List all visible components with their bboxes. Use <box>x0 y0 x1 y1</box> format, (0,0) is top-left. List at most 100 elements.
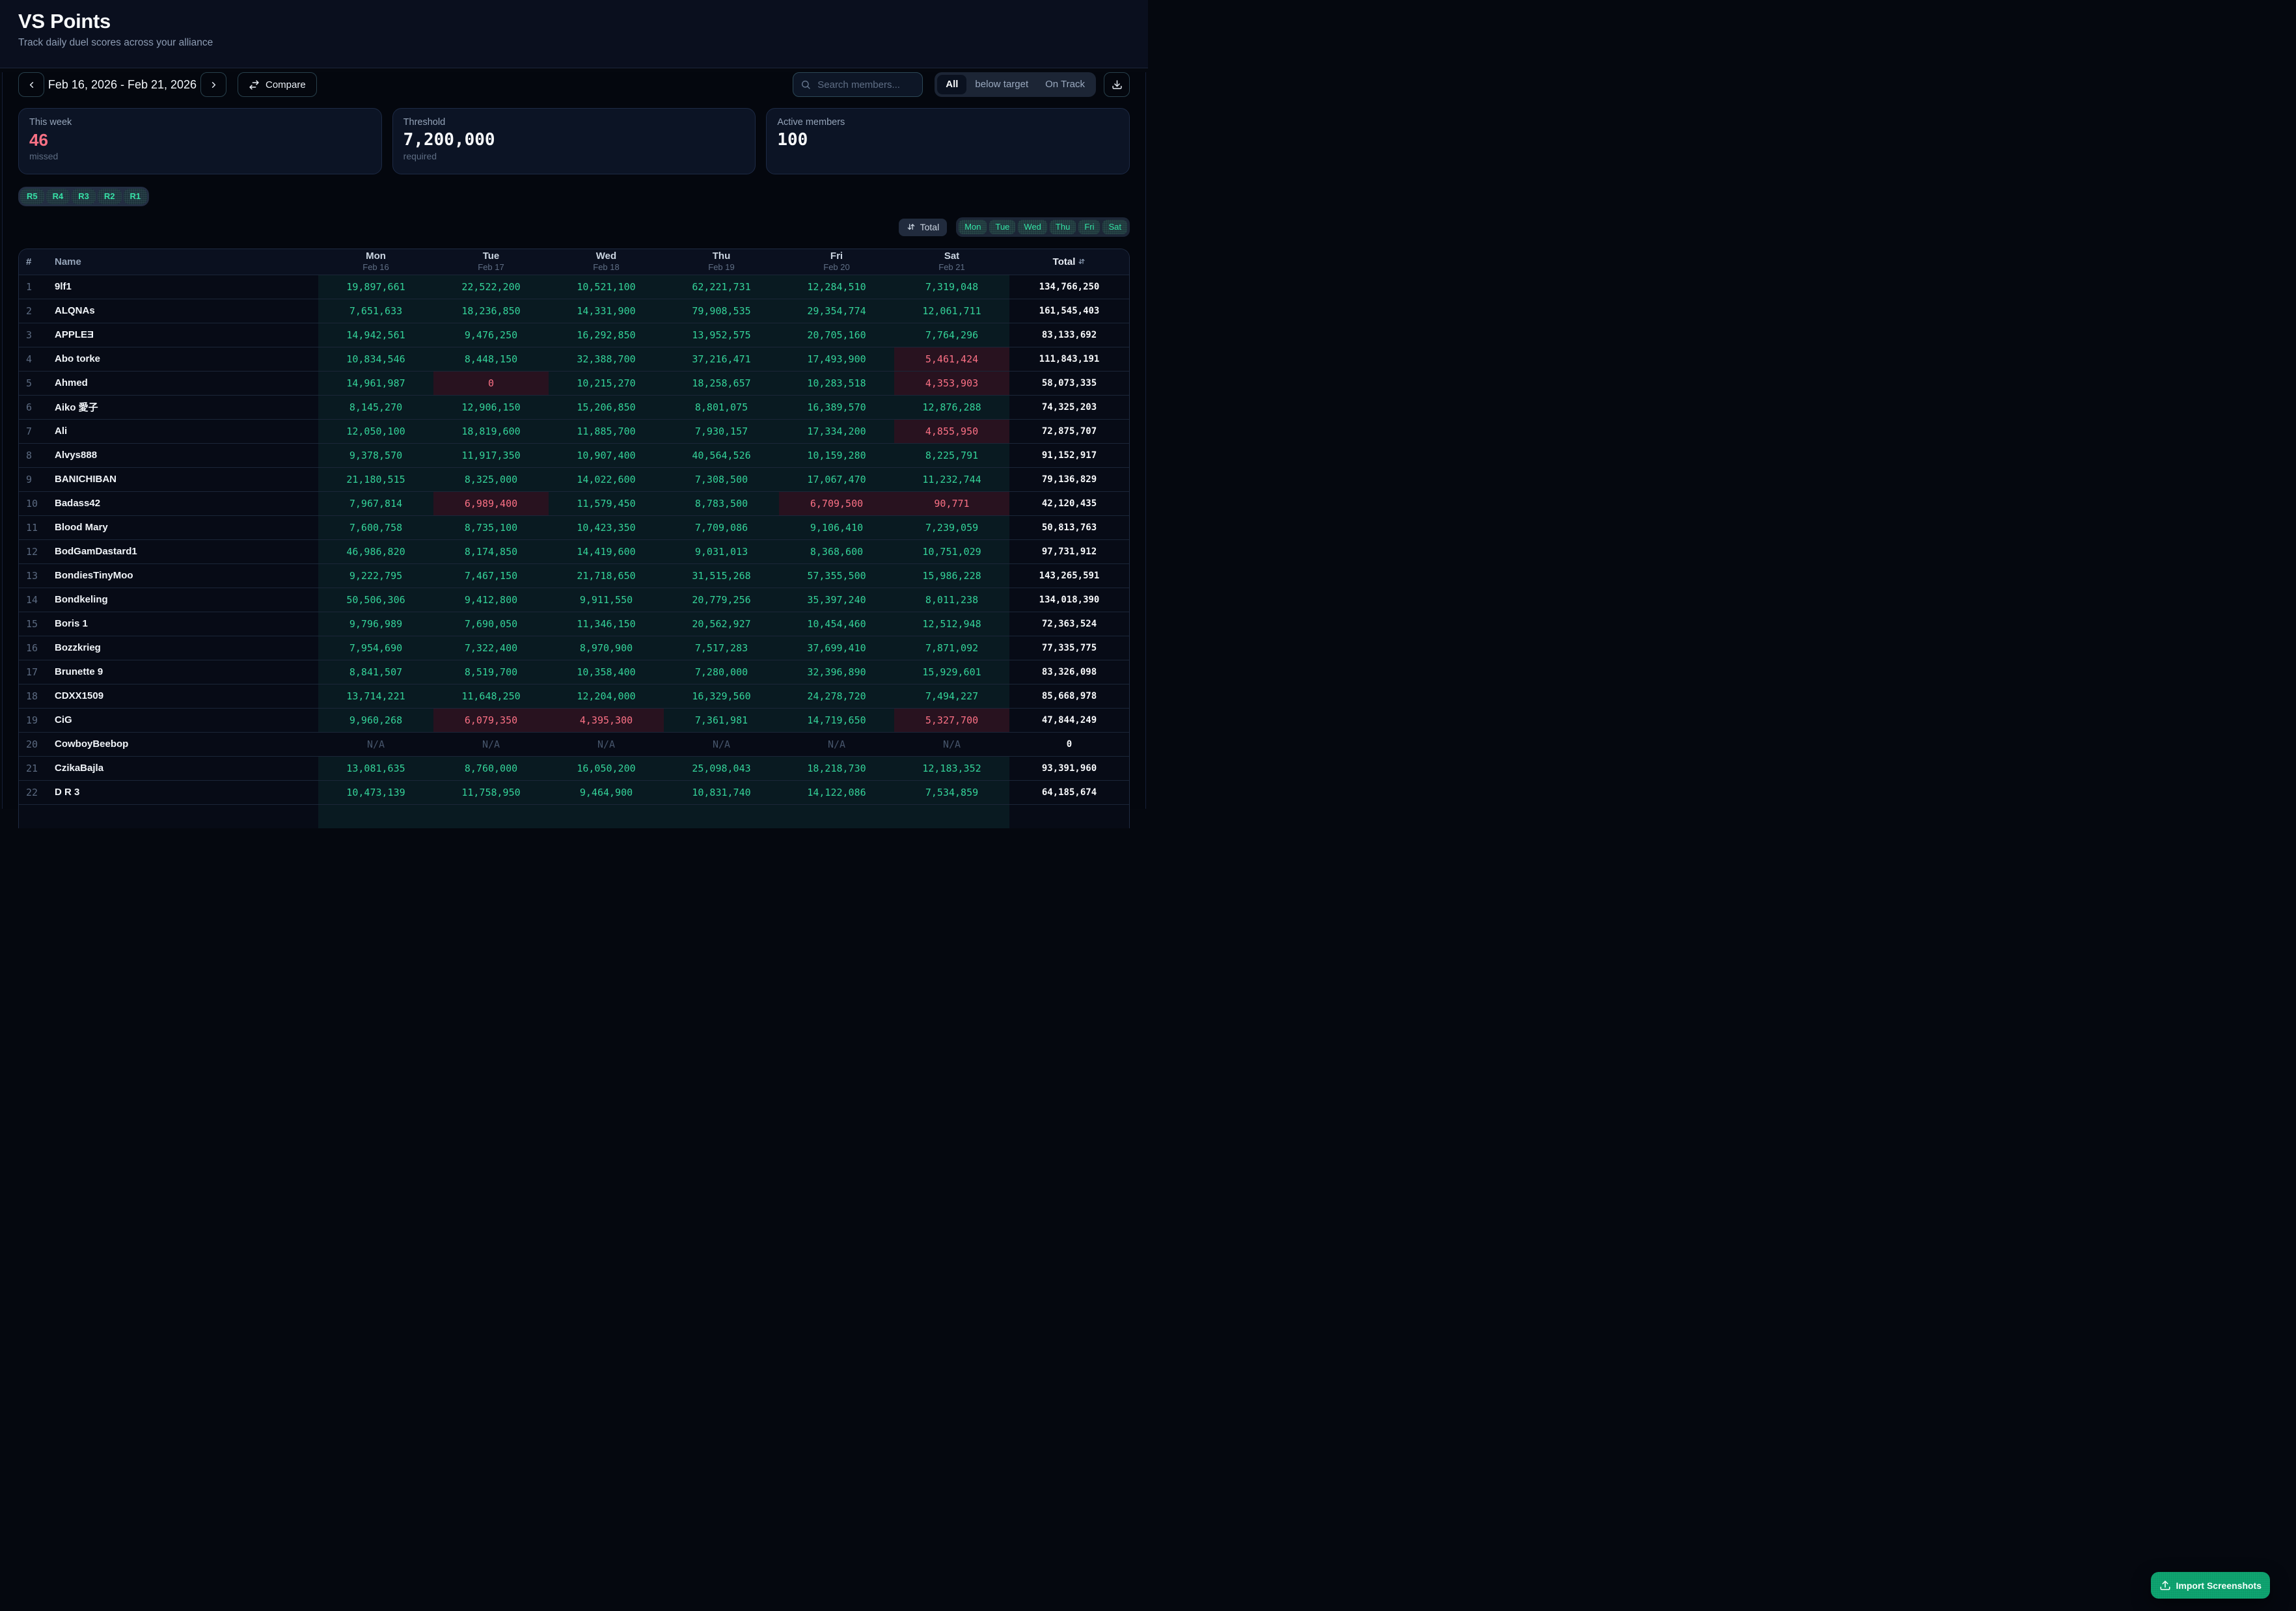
filter-tab-all[interactable]: All <box>937 75 967 94</box>
rank-cell: 17 <box>26 666 38 678</box>
score-cell: 10,831,740 <box>664 780 779 804</box>
member-name: CzikaBajla <box>55 763 104 774</box>
prev-week-button[interactable] <box>18 72 44 97</box>
rank-chip-r2[interactable]: R2 <box>97 189 122 204</box>
score-cell: 35,397,240 <box>779 588 894 612</box>
score-cell: 8,735,100 <box>433 515 549 539</box>
score-cell: 7,651,633 <box>318 299 433 323</box>
score-cell: 21,718,650 <box>549 563 664 588</box>
table-row: 9 BANICHIBAN 21,180,515 8,325,000 14,022,600… <box>19 467 1129 491</box>
score-cell: 10,751,029 <box>894 539 1009 563</box>
sort-by-total-button[interactable]: Total <box>898 218 948 236</box>
export-button[interactable] <box>1104 72 1130 97</box>
sort-controls: Total Mon Tue Wed Thu Fri Sat <box>18 217 1130 237</box>
score-cell: 9,106,410 <box>779 515 894 539</box>
score-cell: 8,368,600 <box>779 539 894 563</box>
table-row: 11 Blood Mary 7,600,758 8,735,100 10,423,350… <box>19 515 1129 539</box>
next-week-button[interactable] <box>200 72 226 97</box>
rank-cell: 8 <box>26 449 33 461</box>
rank-cell: 15 <box>26 617 38 630</box>
score-cell: 12,061,711 <box>894 299 1009 323</box>
score-cell: 79,908,535 <box>664 299 779 323</box>
table-row: 6 Aiko 愛子 8,145,270 12,906,150 15,206,850 8,8… <box>19 395 1129 419</box>
score-cell: 7,494,227 <box>894 684 1009 708</box>
score-cell: 8,801,075 <box>664 395 779 419</box>
score-cell: 10,521,100 <box>549 275 664 299</box>
day-column-header: Thu Feb 19 <box>664 249 779 275</box>
toolbar-right: All below target On Track <box>793 72 1130 97</box>
day-name: Tue <box>482 250 500 262</box>
score-cell: 46,986,820 <box>318 539 433 563</box>
score-cell: 11,232,744 <box>894 467 1009 491</box>
rank-cell: 12 <box>26 545 38 558</box>
score-cell: 32,388,700 <box>549 347 664 371</box>
day-date: Feb 17 <box>478 262 504 273</box>
score-cell: 16,292,850 <box>549 323 664 347</box>
toolbar: Feb 16, 2026 - Feb 21, 2026 Compare Allb… <box>18 72 1130 97</box>
score-cell: 20,705,160 <box>779 323 894 347</box>
score-cell: 7,322,400 <box>433 636 549 660</box>
score-cell: 24,278,720 <box>779 684 894 708</box>
total-cell: 83,326,098 <box>1041 666 1097 677</box>
stat-value: 46 <box>29 130 48 150</box>
total-cell: 58,073,335 <box>1041 377 1097 388</box>
score-cell: 10,159,280 <box>779 443 894 467</box>
stat-card-this-week: This week 46 missed <box>18 108 382 174</box>
member-name: Ali <box>55 426 68 437</box>
score-cell: 12,906,150 <box>433 395 549 419</box>
filter-tab-on-track[interactable]: On Track <box>1045 79 1085 90</box>
day-column-header: Sat Feb 21 <box>894 249 1009 275</box>
day-chip-mon[interactable]: Mon <box>959 220 987 234</box>
search-input[interactable] <box>816 78 916 91</box>
score-cell: 22,522,200 <box>433 275 549 299</box>
day-filter-chips: Mon Tue Wed Thu Fri Sat <box>956 217 1130 237</box>
score-cell: 11,648,250 <box>433 684 549 708</box>
table-row: 16 Bozzkrieg 7,954,690 7,322,400 8,970,900 7,… <box>19 636 1129 660</box>
member-name: Bozzkrieg <box>55 642 101 653</box>
score-cell: 17,493,900 <box>779 347 894 371</box>
rank-cell: 3 <box>26 329 33 341</box>
upload-icon <box>2159 1580 2171 1591</box>
score-cell: 7,690,050 <box>433 612 549 636</box>
score-cell: 11,758,950 <box>433 780 549 804</box>
status-filter-tabs: All below target On Track <box>935 72 1096 97</box>
rank-cell: 10 <box>26 497 38 509</box>
member-name: APPLEƎ <box>55 329 94 340</box>
score-cell: 11,579,450 <box>549 491 664 515</box>
total-cell: 134,018,390 <box>1039 594 1100 605</box>
score-cell: 50,506,306 <box>318 588 433 612</box>
day-chip-wed[interactable]: Wed <box>1018 220 1047 234</box>
score-cell: 7,600,758 <box>318 515 433 539</box>
score-cell: 7,308,500 <box>664 467 779 491</box>
day-chip-thu[interactable]: Thu <box>1049 220 1076 234</box>
import-screenshots-button[interactable]: Import Screenshots <box>2150 1572 2270 1599</box>
day-chip-tue[interactable]: Tue <box>989 220 1016 234</box>
day-chip-fri[interactable]: Fri <box>1078 220 1100 234</box>
total-cell: 72,363,524 <box>1041 618 1097 629</box>
rank-chip-r5[interactable]: R5 <box>20 189 44 204</box>
score-cell: N/A <box>827 738 846 750</box>
rank-chip-r1[interactable]: R1 <box>123 189 148 204</box>
total-column-header[interactable]: Total <box>1009 249 1129 275</box>
compare-button[interactable]: Compare <box>238 72 317 97</box>
rank-chip-r4[interactable]: R4 <box>46 189 70 204</box>
table-row: 3 APPLEƎ 14,942,561 9,476,250 16,292,850 13,9… <box>19 323 1129 347</box>
total-cell: 42,120,435 <box>1041 498 1097 509</box>
table-row: 12 BodGamDastard1 46,986,820 8,174,850 14,41… <box>19 539 1129 563</box>
filter-tab-below-target[interactable]: below target <box>975 79 1029 90</box>
rank-chip-r3[interactable]: R3 <box>72 189 96 204</box>
stat-label: This week <box>29 117 72 128</box>
date-range-label: Feb 16, 2026 - Feb 21, 2026 <box>48 77 197 91</box>
day-date: Feb 19 <box>708 262 735 273</box>
score-cell: 10,907,400 <box>549 443 664 467</box>
score-cell: 10,454,460 <box>779 612 894 636</box>
score-cell: N/A <box>942 738 961 750</box>
score-cell: 8,519,700 <box>433 660 549 684</box>
score-cell: 32,396,890 <box>779 660 894 684</box>
rank-cell: 11 <box>26 521 38 534</box>
day-chip-sat[interactable]: Sat <box>1102 220 1127 234</box>
total-cell: 91,152,917 <box>1041 450 1097 461</box>
rank-cell: 22 <box>26 786 38 798</box>
import-button-label: Import Screenshots <box>2176 1580 2262 1591</box>
score-cell: 11,885,700 <box>549 419 664 443</box>
